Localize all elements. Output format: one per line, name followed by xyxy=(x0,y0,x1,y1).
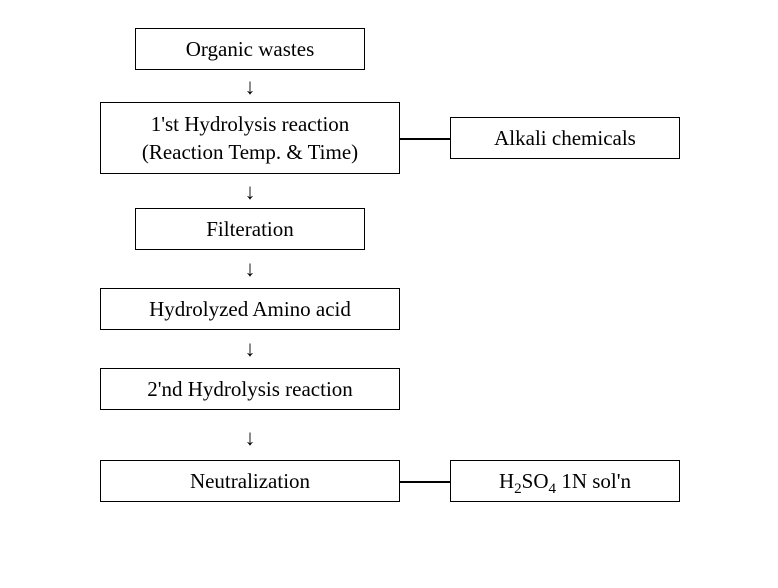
node-h2so4-solution: H2SO4 1N sol'n xyxy=(450,460,680,502)
node-neutralization: Neutralization xyxy=(100,460,400,502)
node-label: Neutralization xyxy=(190,467,310,495)
node-label: 2'nd Hydrolysis reaction xyxy=(147,375,353,403)
node-label: 1'st Hydrolysis reaction (Reaction Temp.… xyxy=(142,110,358,167)
node-alkali-chemicals: Alkali chemicals xyxy=(450,117,680,159)
arrow-down-icon: ↓ xyxy=(245,338,256,360)
node-organic-wastes: Organic wastes xyxy=(135,28,365,70)
node-label: H2SO4 1N sol'n xyxy=(499,467,631,495)
connector-line xyxy=(400,481,450,483)
node-second-hydrolysis: 2'nd Hydrolysis reaction xyxy=(100,368,400,410)
arrow-down-icon: ↓ xyxy=(245,181,256,203)
node-first-hydrolysis: 1'st Hydrolysis reaction (Reaction Temp.… xyxy=(100,102,400,174)
arrow-down-icon: ↓ xyxy=(245,427,256,449)
node-label: Filteration xyxy=(206,215,294,243)
node-label: Organic wastes xyxy=(186,35,315,63)
node-label: Alkali chemicals xyxy=(494,124,636,152)
arrow-down-icon: ↓ xyxy=(245,258,256,280)
arrow-down-icon: ↓ xyxy=(245,76,256,98)
node-filteration: Filteration xyxy=(135,208,365,250)
connector-line xyxy=(400,138,450,140)
node-hydrolyzed-amino-acid: Hydrolyzed Amino acid xyxy=(100,288,400,330)
node-label-line2: (Reaction Temp. & Time) xyxy=(142,140,358,164)
node-label: Hydrolyzed Amino acid xyxy=(149,295,351,323)
node-label-line1: 1'st Hydrolysis reaction xyxy=(151,112,350,136)
